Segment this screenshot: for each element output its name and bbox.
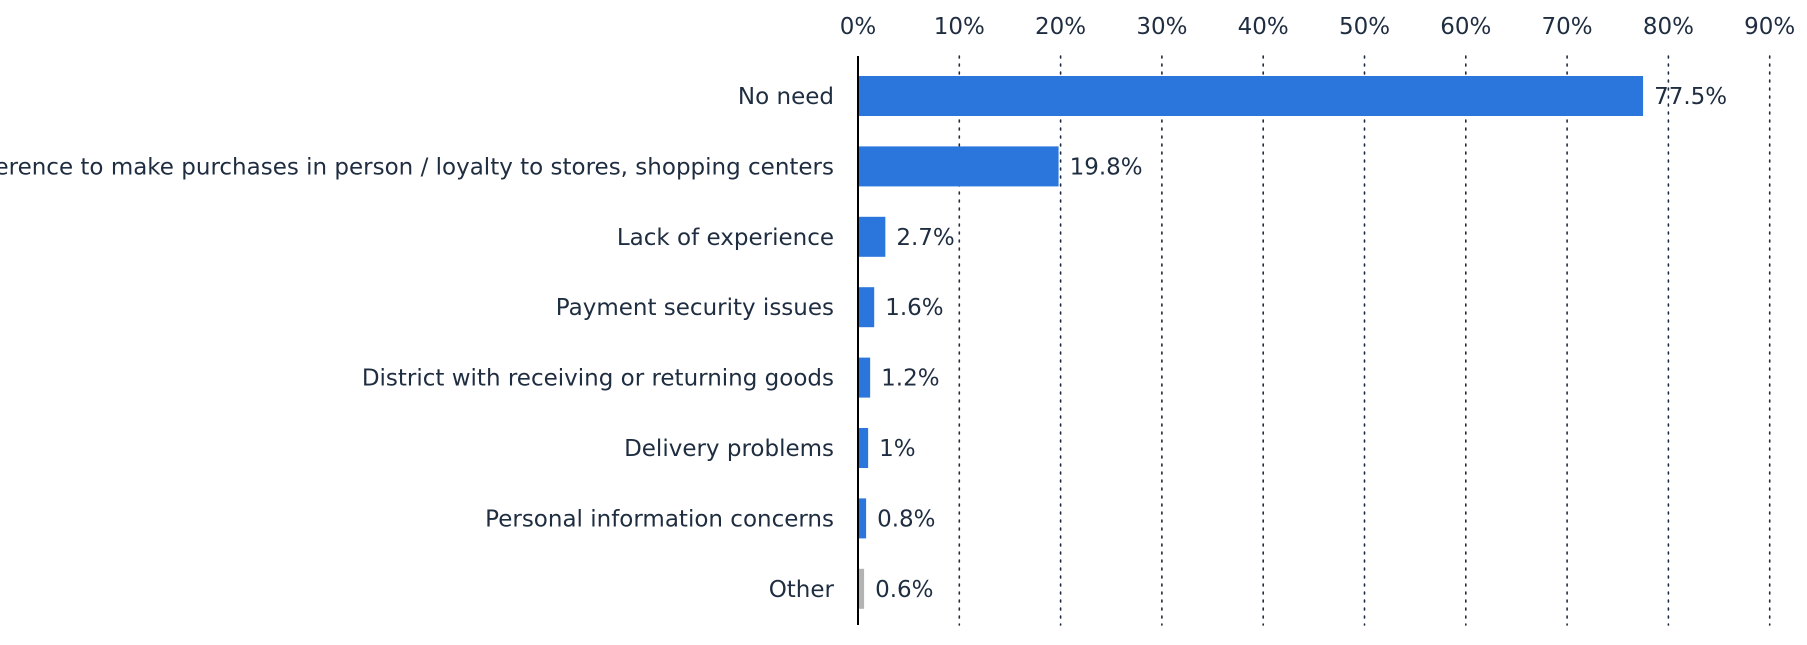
category-label: Other [769, 577, 835, 603]
x-tick-label: 30% [1136, 14, 1187, 40]
x-tick-label: 10% [934, 14, 985, 40]
value-label: 1% [879, 436, 916, 462]
bar [858, 498, 867, 539]
bar [858, 76, 1644, 116]
category-label: Preference to make purchases in person /… [0, 154, 834, 180]
x-tick-label: 40% [1238, 14, 1289, 40]
category-label: No need [738, 84, 834, 110]
bar [858, 146, 1059, 187]
x-tick-label: 80% [1643, 14, 1694, 40]
category-label: District with receiving or returning goo… [362, 366, 834, 392]
value-label: 0.6% [875, 577, 933, 603]
bar [858, 428, 869, 468]
value-label: 77.5% [1654, 84, 1727, 110]
x-axis-ticks: 0% 10% 20% 30% 40% 50% 60% 70% 80% 90% [840, 14, 1796, 40]
bar [858, 287, 875, 328]
value-label: 2.7% [896, 225, 954, 251]
category-label: Delivery problems [624, 436, 834, 462]
bar [858, 216, 886, 257]
bar [858, 568, 865, 609]
value-labels: 77.5% 19.8% 2.7% 1.6% 1.2% 1% 0.8% 0.6% [875, 84, 1727, 603]
x-tick-label: 50% [1339, 14, 1390, 40]
category-label: Lack of experience [617, 225, 834, 251]
grid-layer [958, 55, 1771, 626]
category-labels: No need Preference to make purchases in p… [0, 84, 835, 603]
x-tick-label: 70% [1542, 14, 1593, 40]
value-label: 19.8% [1070, 154, 1143, 180]
category-label: Personal information concerns [485, 506, 834, 532]
x-tick-label: 60% [1440, 14, 1491, 40]
value-label: 1.2% [881, 366, 939, 392]
category-label: Payment security issues [556, 295, 834, 321]
bars [858, 76, 1644, 609]
x-tick-label: 20% [1035, 14, 1086, 40]
x-tick-label: 90% [1744, 14, 1795, 40]
value-label: 1.6% [885, 295, 943, 321]
value-label: 0.8% [877, 506, 935, 532]
bar [858, 357, 871, 398]
x-tick-label: 0% [840, 14, 877, 40]
